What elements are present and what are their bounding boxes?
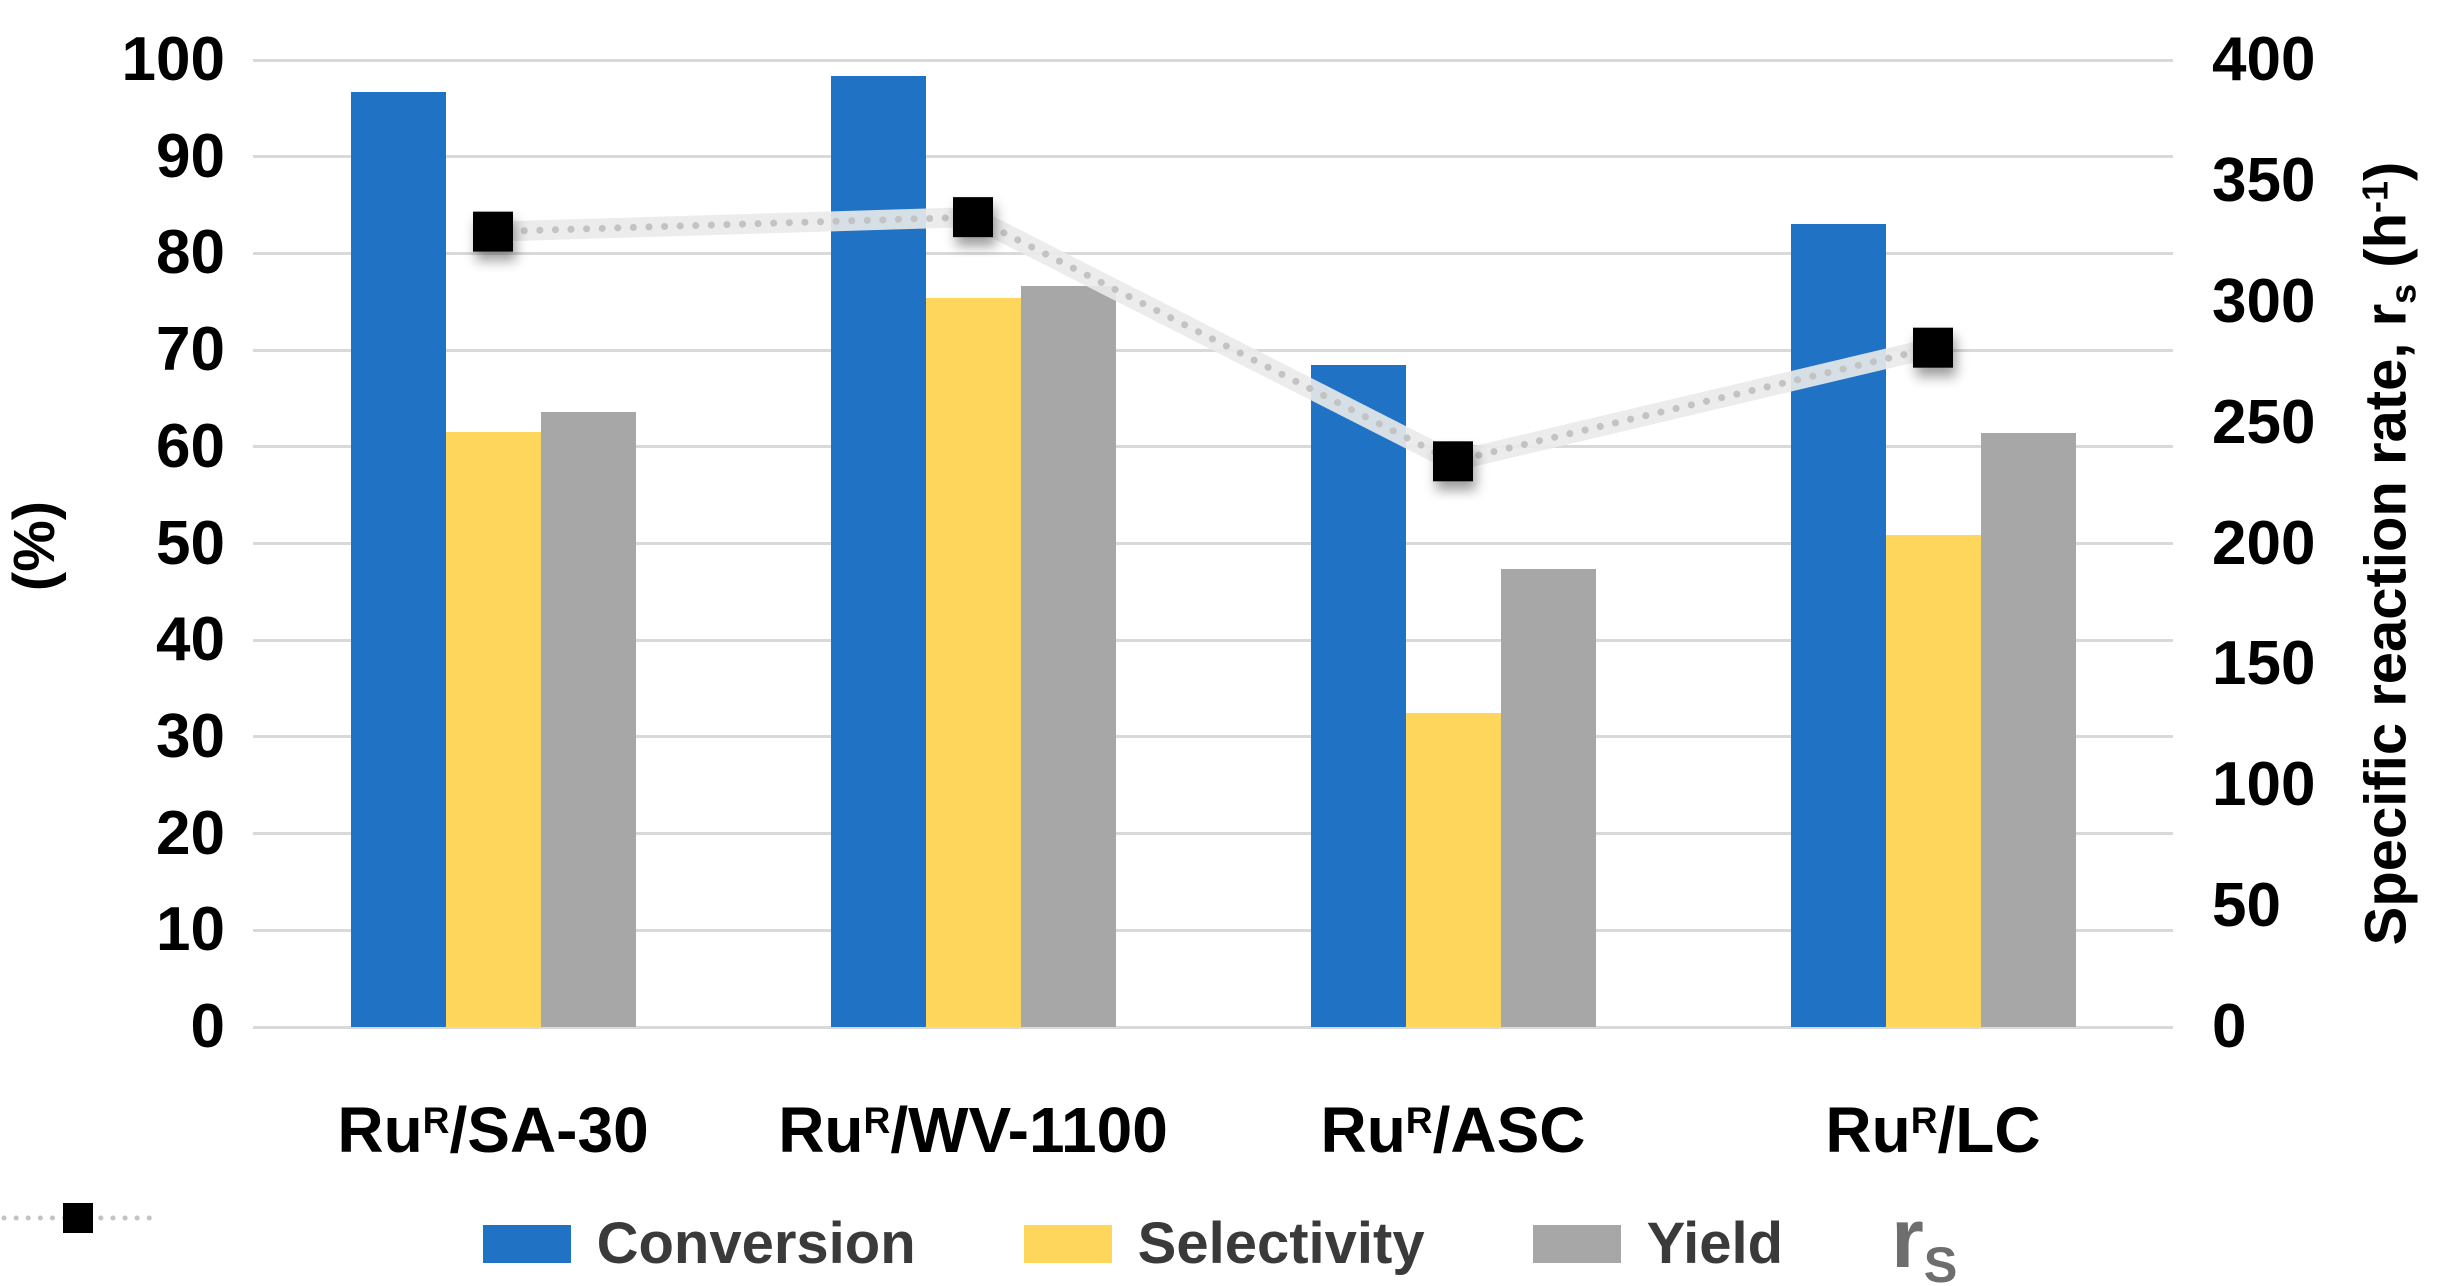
bar-yield-0	[540, 411, 636, 1027]
gridline	[253, 58, 2173, 62]
dotted-line-square-marker-icon	[1, 1203, 159, 1233]
gridline	[253, 638, 2173, 642]
gridline	[253, 928, 2173, 932]
bar-conversion-2	[1310, 364, 1406, 1027]
legend-label-selectivity: Selectivity	[1137, 1211, 1425, 1276]
right-axis-tick: 100	[2212, 750, 2316, 820]
left-axis-tick: 20	[156, 798, 225, 868]
right-axis-title: Specific reaction rate, rs (h-1)	[2353, 79, 2424, 1029]
bar-conversion-3	[1790, 224, 1886, 1027]
right-axis-tick: 150	[2212, 629, 2316, 699]
yield-swatch-icon	[1532, 1225, 1621, 1263]
bar-selectivity-0	[445, 432, 541, 1027]
left-axis-tick: 0	[190, 992, 225, 1061]
category-label: RuR/WV-1100	[778, 1094, 1168, 1166]
rs-marker-0	[473, 211, 513, 252]
left-axis-tick: 60	[156, 411, 225, 481]
bar-selectivity-1	[925, 297, 1021, 1027]
bar-yield-3	[1980, 433, 2076, 1027]
selectivity-swatch-icon	[1023, 1225, 1112, 1263]
right-axis-tick: 200	[2212, 508, 2316, 578]
left-axis-tick: 10	[156, 895, 225, 965]
left-axis-tick: 80	[156, 218, 225, 288]
legend-item-rs: rS	[1, 1191, 1958, 1286]
right-axis-tick: 300	[2212, 266, 2316, 336]
legend-item-conversion: Conversion	[482, 1211, 916, 1276]
right-axis-tick: 50	[2212, 871, 2281, 941]
legend-item-yield: Yield	[1532, 1211, 1784, 1276]
right-axis-tick: 250	[2212, 387, 2316, 457]
legend-label-yield: Yield	[1646, 1211, 1784, 1276]
bar-yield-2	[1500, 568, 1596, 1027]
legend-item-selectivity: Selectivity	[1023, 1211, 1425, 1276]
category-label: RuR/ASC	[1320, 1094, 1586, 1166]
bar-selectivity-3	[1885, 534, 1981, 1027]
right-axis-title-sub: s	[2382, 283, 2424, 304]
right-axis-title-post: )	[2353, 161, 2419, 182]
legend: Conversion Selectivity Yield rS	[0, 1196, 2440, 1286]
right-axis-title-sup: -1	[2354, 181, 2396, 213]
conversion-swatch-icon	[482, 1225, 571, 1263]
right-axis-tick: 400	[2212, 25, 2316, 94]
category-label: RuR/SA-30	[337, 1094, 649, 1166]
rs-marker-1	[953, 197, 993, 238]
gridline	[253, 155, 2173, 159]
right-axis-tick: 350	[2212, 145, 2316, 215]
left-axis-tick: 100	[121, 25, 225, 94]
gridline	[253, 832, 2173, 836]
legend-label-conversion: Conversion	[596, 1211, 916, 1276]
left-axis-tick: 40	[156, 605, 225, 675]
legend-label-rs: rS	[1891, 1191, 1958, 1286]
left-axis-tick: 30	[156, 701, 225, 771]
category-label: RuR/LC	[1825, 1094, 2041, 1166]
bar-conversion-1	[830, 76, 926, 1027]
bar-yield-1	[1020, 286, 1116, 1027]
right-axis-tick: 0	[2212, 992, 2247, 1061]
gridline	[253, 735, 2173, 739]
bar-conversion-0	[350, 91, 446, 1027]
gridline	[253, 1025, 2173, 1029]
left-axis-tick: 50	[156, 508, 225, 578]
left-axis-tick: 70	[156, 315, 225, 385]
gridline	[253, 542, 2173, 545]
bar-selectivity-2	[1405, 712, 1501, 1027]
right-axis-title-pre: Specific reaction rate, r	[2353, 303, 2419, 946]
right-axis-title-mid: (h	[2353, 212, 2419, 284]
left-axis-tick: 90	[156, 121, 225, 191]
